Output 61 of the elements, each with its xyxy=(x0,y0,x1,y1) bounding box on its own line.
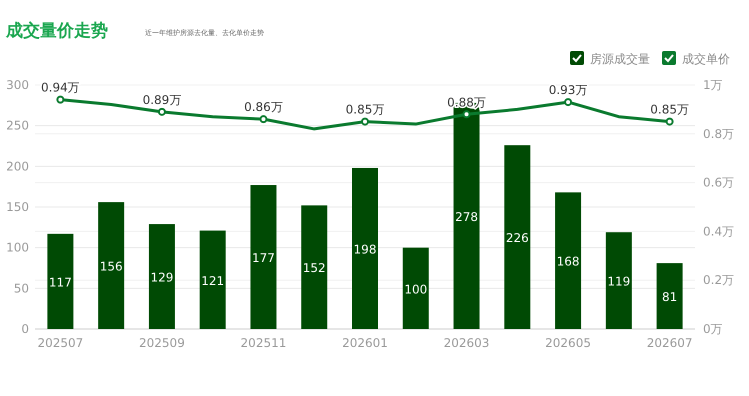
y-tick-label: 200 xyxy=(6,159,29,174)
bar xyxy=(301,205,328,329)
point xyxy=(56,96,64,104)
y2-tick-label: 0.6万 xyxy=(703,176,734,190)
x-tick-label: 202607 xyxy=(646,336,693,350)
data-label: 226 xyxy=(506,231,529,246)
data-label: 129 xyxy=(150,270,174,285)
data-label: 119 xyxy=(607,274,630,289)
data-label: 121 xyxy=(201,274,224,288)
y2-tick-label: 0.8万 xyxy=(703,126,734,141)
data-label: 156 xyxy=(100,260,123,274)
data-label: 0.86万 xyxy=(244,100,283,114)
bar xyxy=(504,145,530,329)
data-label: 198 xyxy=(354,242,376,256)
point xyxy=(564,98,572,106)
bar xyxy=(200,230,226,329)
bar xyxy=(47,234,74,329)
data-label: 0.94万 xyxy=(41,80,80,95)
point xyxy=(462,110,471,118)
bar xyxy=(402,248,429,329)
point xyxy=(361,118,369,126)
bar xyxy=(98,202,124,329)
legend-label: 成交单价 xyxy=(682,52,730,66)
data-label: 0.89万 xyxy=(142,92,182,107)
y-tick-label: 300 xyxy=(6,78,29,92)
point xyxy=(158,108,166,116)
y-tick-label: 50 xyxy=(14,281,29,296)
y-tick-label: 150 xyxy=(6,200,29,214)
chart-title: 成交量价走势 xyxy=(5,21,108,41)
x-tick-label: 202509 xyxy=(139,336,185,350)
data-label: 100 xyxy=(404,282,428,296)
point xyxy=(259,115,268,124)
data-label: 177 xyxy=(252,251,275,266)
bar xyxy=(555,192,582,329)
data-label: 168 xyxy=(556,254,580,269)
data-label: 0.85万 xyxy=(650,102,689,117)
bar xyxy=(148,224,175,329)
y-tick-label: 100 xyxy=(6,240,29,255)
data-label: 0.93万 xyxy=(548,83,588,98)
data-label: 117 xyxy=(48,275,72,290)
data-label: 0.85万 xyxy=(346,102,384,117)
bar xyxy=(250,185,276,329)
y-tick-label: 250 xyxy=(6,118,29,133)
bar xyxy=(352,168,378,329)
y2-tick-label: 0.4万 xyxy=(703,224,734,238)
x-tick-label: 202601 xyxy=(342,336,388,350)
y2-tick-label: 1万 xyxy=(703,78,723,92)
bar xyxy=(606,232,632,329)
y2-tick-label: 0.2万 xyxy=(703,273,734,288)
y-tick-label: 0 xyxy=(21,322,29,336)
x-tick-label: 202603 xyxy=(444,336,490,350)
data-label: 278 xyxy=(455,210,478,224)
x-tick-label: 202507 xyxy=(37,336,84,350)
x-tick-label: 202605 xyxy=(545,336,591,350)
legend-label: 房源成交量 xyxy=(590,52,650,66)
bar xyxy=(656,263,683,329)
data-label: 152 xyxy=(302,261,326,276)
x-tick-label: 202511 xyxy=(240,336,286,350)
data-label: 81 xyxy=(662,290,678,304)
y2-tick-label: 0万 xyxy=(703,322,723,336)
point xyxy=(666,118,674,126)
